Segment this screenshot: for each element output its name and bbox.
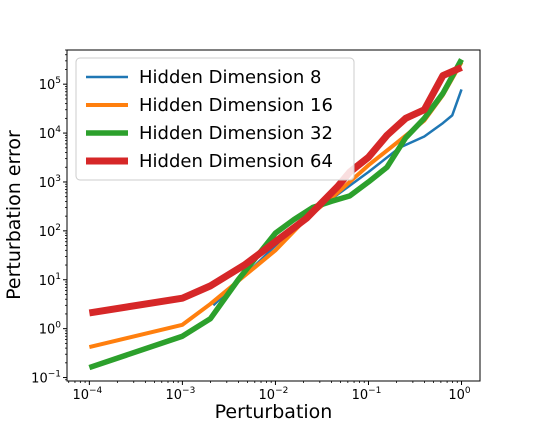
y-tick-label: 101: [39, 272, 61, 289]
plot-frame: [66, 49, 481, 382]
legend-box: [75, 57, 355, 181]
legend-label-1: Hidden Dimension 8: [139, 67, 321, 88]
legend-label-4: Hidden Dimension 64: [139, 151, 333, 172]
y-tick-label: 10−1: [31, 370, 61, 387]
x-tick-label: 10−4: [72, 386, 102, 403]
y-axis-label: Perturbation error: [3, 130, 25, 300]
legend: Hidden Dimension 8 Hidden Dimension 16 Hid…: [75, 57, 355, 181]
x-tick-label: 10−3: [165, 386, 195, 403]
y-tick-label: 100: [39, 321, 62, 338]
x-tick-label: 10−2: [259, 386, 289, 403]
legend-label-2: Hidden Dimension 16: [139, 95, 333, 116]
y-tick-label: 102: [39, 223, 61, 240]
x-axis-label: Perturbation: [215, 401, 333, 423]
x-tick-label: 100: [448, 386, 471, 403]
x-tick-label: 10−1: [352, 386, 382, 403]
series-line-3: [88, 58, 464, 371]
y-tick-label: 103: [39, 174, 61, 191]
ticks-layer: 10−4 10−3 10−2 10−1 100 10−1 100 101 102 103 104 10…: [31, 49, 471, 403]
series-line-1: [212, 89, 463, 307]
y-tick-label: 105: [39, 76, 61, 93]
legend-label-3: Hidden Dimension 32: [139, 123, 333, 144]
y-tick-label: 104: [39, 125, 62, 142]
